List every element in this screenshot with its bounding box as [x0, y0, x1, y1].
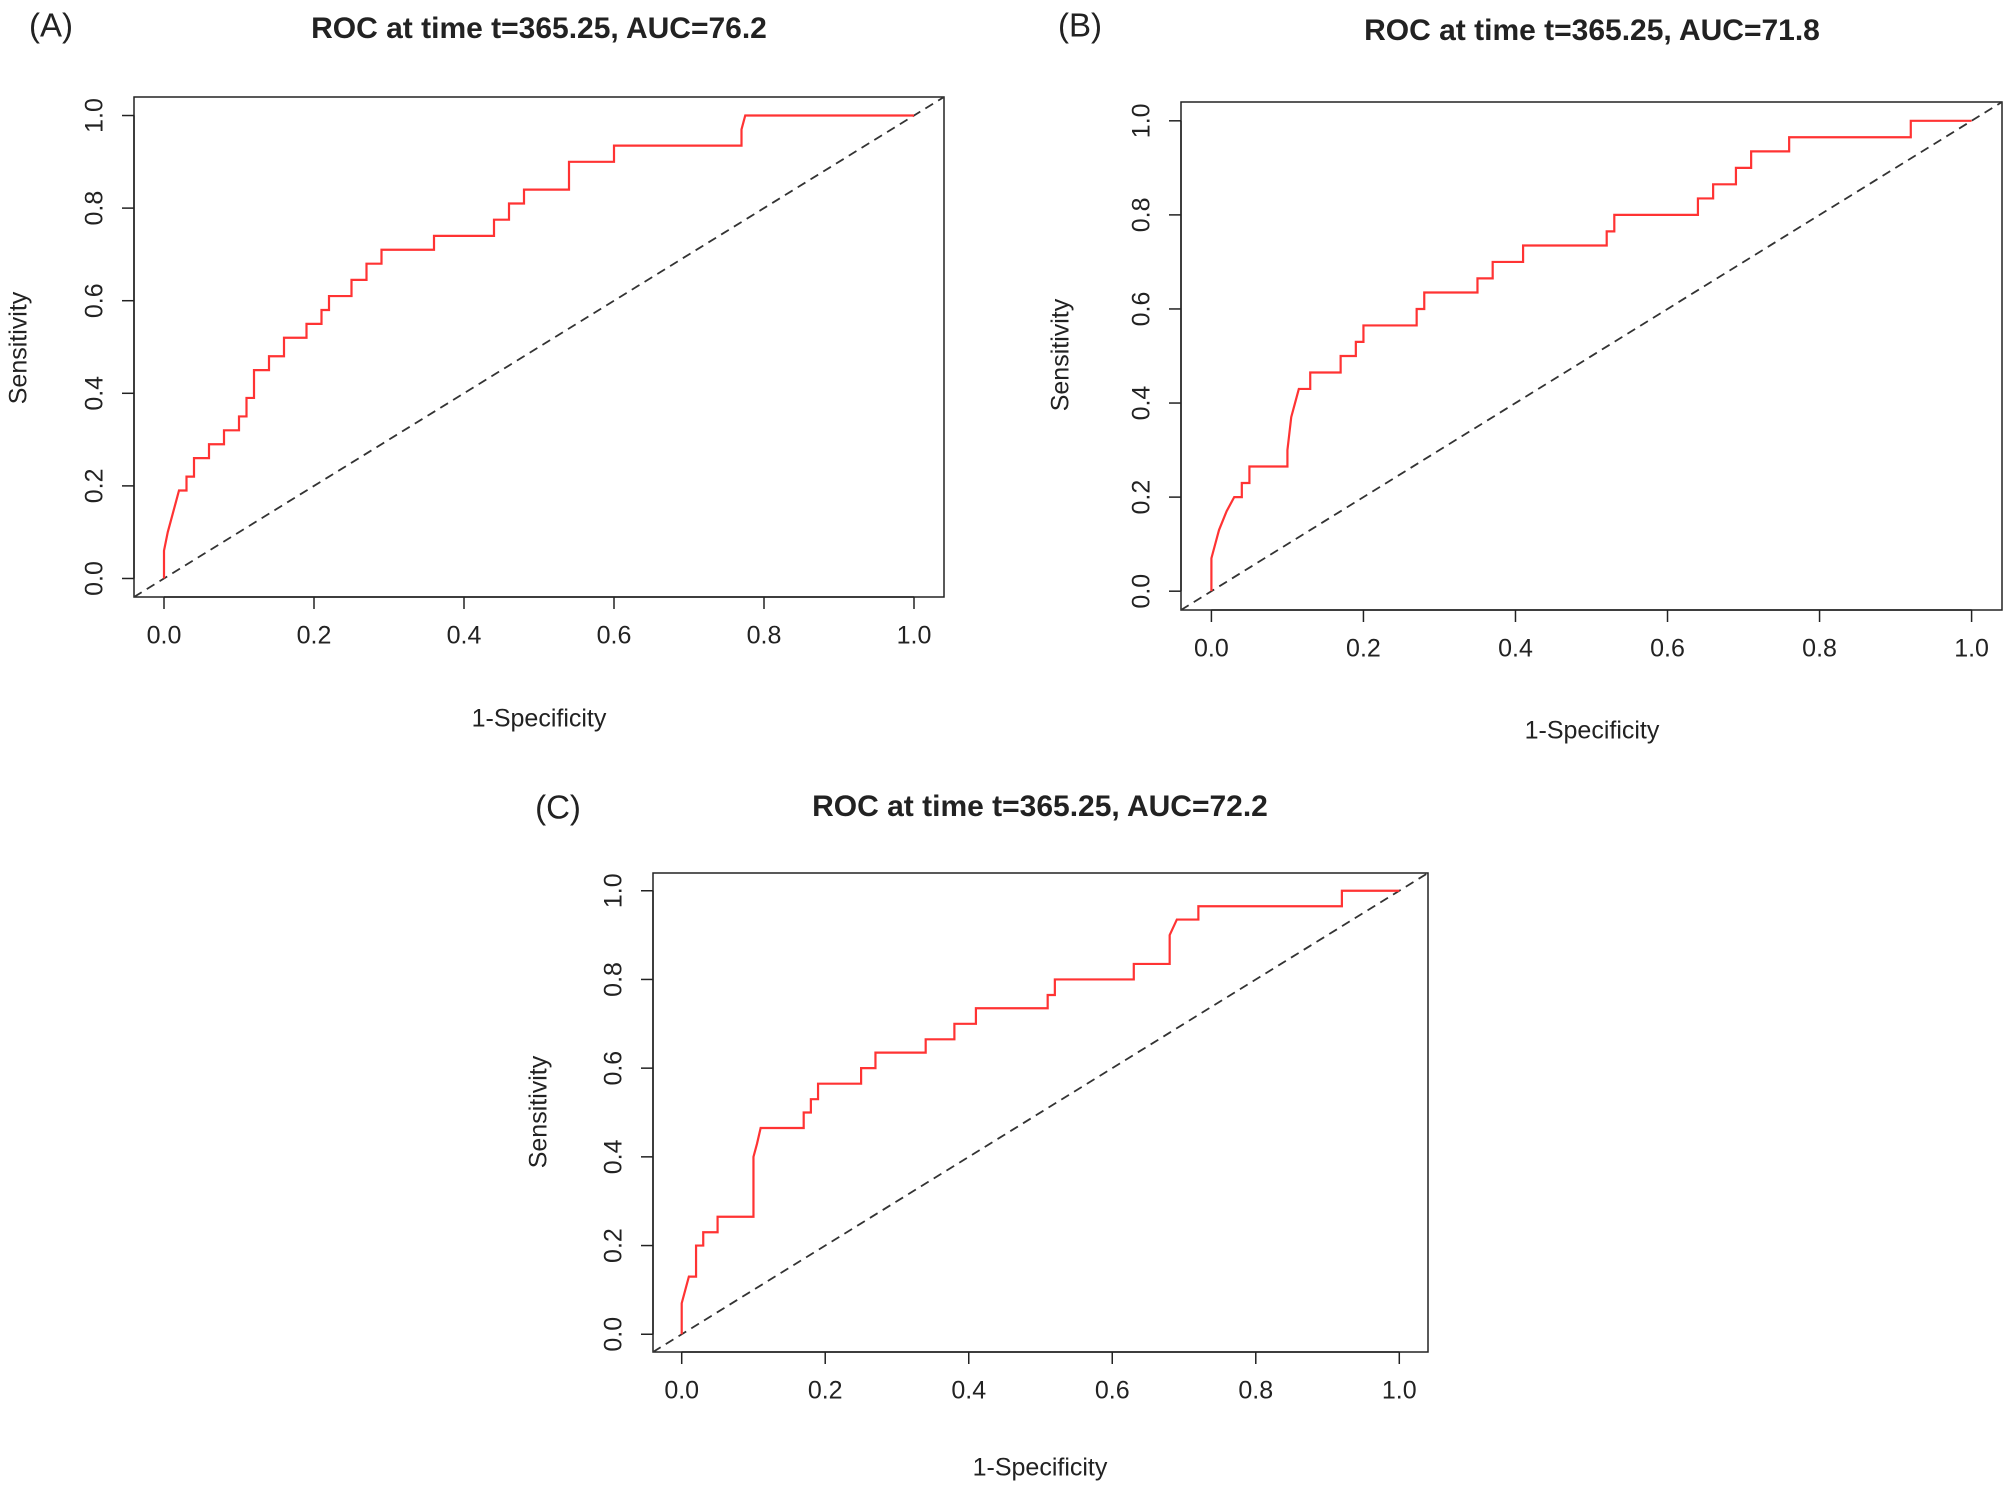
x-axis-label: 1-Specificity: [472, 705, 607, 733]
y-tick-label: 0.2: [81, 469, 109, 504]
x-tick-label: 0.6: [1095, 1377, 1130, 1405]
x-tick-label: 1.0: [1954, 635, 1989, 663]
x-tick-label: 0.2: [808, 1377, 843, 1405]
y-tick-label: 0.6: [81, 283, 109, 318]
roc-curve: [680, 889, 1400, 1335]
y-axis-label: Sensitivity: [525, 1055, 553, 1168]
y-tick-label: 0.8: [81, 191, 109, 226]
y-tick-label: 0.6: [600, 1051, 628, 1086]
y-tick-label: 0.2: [1128, 480, 1156, 515]
y-tick-label: 1.0: [1128, 103, 1156, 138]
x-tick-label: 0.8: [1238, 1377, 1273, 1405]
x-tick-label: 1.0: [1382, 1377, 1417, 1405]
x-tick-label: 0.6: [1650, 635, 1685, 663]
y-tick-label: 0.6: [1128, 292, 1156, 327]
y-tick-label: 0.4: [600, 1139, 628, 1174]
x-tick-label: 0.2: [297, 622, 332, 650]
x-tick-label: 0.6: [597, 622, 632, 650]
x-tick-label: 0.0: [1194, 635, 1229, 663]
y-axis-label: Sensitivity: [1047, 298, 1075, 411]
roc-curve: [1210, 119, 1972, 592]
x-axis-label: 1-Specificity: [973, 1454, 1108, 1482]
panel-label: (B): [1058, 7, 1102, 44]
y-tick-label: 0.4: [81, 376, 109, 411]
roc-curve: [162, 114, 914, 579]
y-tick-label: 0.4: [1128, 386, 1156, 421]
x-tick-label: 0.0: [664, 1377, 699, 1405]
x-tick-label: 0.8: [747, 622, 782, 650]
x-tick-label: 0.2: [1346, 635, 1381, 663]
y-axis-label: Sensitivity: [5, 291, 33, 404]
chart-title: ROC at time t=365.25, AUC=71.8: [1364, 14, 1820, 47]
reference-diagonal: [133, 96, 945, 598]
panel-label: (A): [29, 7, 73, 44]
x-tick-label: 0.8: [1802, 635, 1837, 663]
chart-title: ROC at time t=365.25, AUC=76.2: [311, 12, 767, 45]
y-tick-label: 0.0: [600, 1317, 628, 1352]
chart-title: ROC at time t=365.25, AUC=72.2: [812, 790, 1268, 823]
x-tick-label: 0.4: [447, 622, 482, 650]
x-tick-label: 0.4: [951, 1377, 986, 1405]
x-tick-label: 1.0: [897, 622, 932, 650]
panel-label: (C): [535, 789, 581, 826]
y-tick-label: 1.0: [81, 98, 109, 133]
y-tick-label: 0.0: [1128, 574, 1156, 609]
x-tick-label: 0.0: [147, 622, 182, 650]
y-tick-label: 0.0: [81, 561, 109, 596]
y-tick-label: 0.8: [1128, 198, 1156, 233]
y-tick-label: 0.2: [600, 1228, 628, 1263]
reference-diagonal: [652, 872, 1429, 1353]
y-tick-label: 1.0: [600, 873, 628, 908]
x-axis-label: 1-Specificity: [1525, 717, 1660, 745]
reference-diagonal: [1180, 101, 2003, 611]
x-tick-label: 0.4: [1498, 635, 1533, 663]
y-tick-label: 0.8: [600, 962, 628, 997]
